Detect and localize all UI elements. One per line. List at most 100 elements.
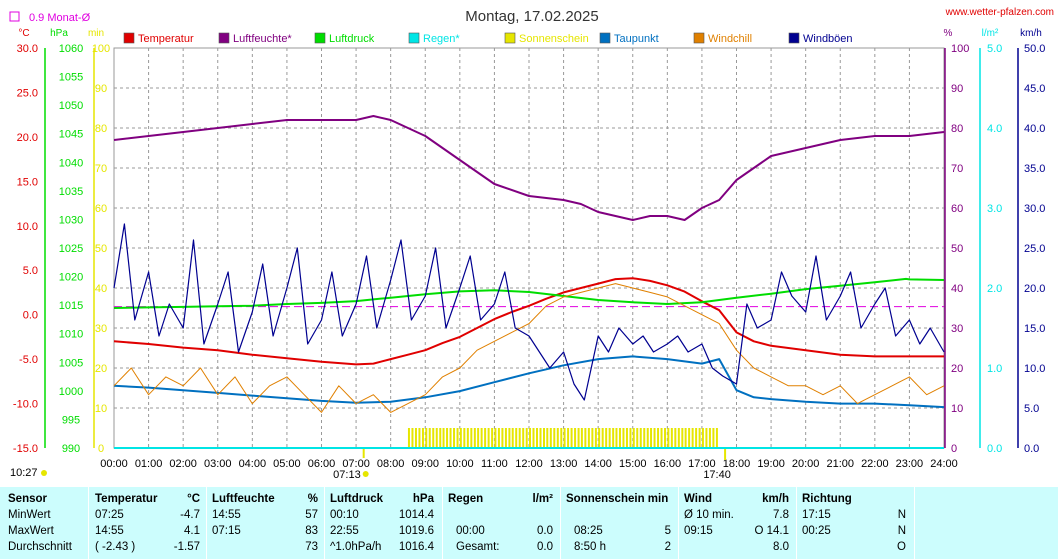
wind-tick: 15.0 <box>1024 323 1045 335</box>
sunshine-bar <box>515 428 518 448</box>
legend-label-humidity: Luftfeuchte* <box>233 33 292 45</box>
sunshine-bar <box>518 428 521 448</box>
series-line-windben <box>113 223 945 401</box>
sunshine-bar <box>494 428 497 448</box>
legend-label-pressure: Luftdruck <box>329 33 375 45</box>
sun-tick: 70 <box>95 163 107 175</box>
sunshine-bar <box>529 428 531 448</box>
sunshine-bar <box>491 428 494 448</box>
row-label: Sensor <box>8 493 47 505</box>
sunshine-bar <box>525 428 528 448</box>
pressure-tick: 1050 <box>59 100 83 112</box>
wind-unit: km/h <box>1020 28 1042 39</box>
sunshine-bar <box>459 428 462 448</box>
sunshine-bar <box>629 428 632 448</box>
sunshine-bar <box>560 428 563 448</box>
sunshine-bar <box>463 428 466 448</box>
sunshine-bar <box>553 428 556 448</box>
column-title: Luftdruck <box>330 493 384 505</box>
x-tick: 12:00 <box>515 458 543 470</box>
table-cell-value: 7.8 <box>773 509 789 521</box>
pressure-unit: hPa <box>50 28 68 39</box>
legend-label-gusts: Windböen <box>803 33 853 45</box>
legend-swatch-dewpoint <box>599 32 611 44</box>
legend-swatch-pressure <box>314 32 326 44</box>
sun-tick: 100 <box>92 43 110 55</box>
pressure-tick: 1030 <box>59 214 83 226</box>
sunshine-bar <box>695 428 698 448</box>
sunshine-bar <box>698 428 701 448</box>
sunshine-bar <box>453 428 456 448</box>
pressure-tick: 1020 <box>59 272 83 284</box>
column-title: Wind <box>684 493 712 505</box>
rain-tick: 2.0 <box>987 283 1002 295</box>
sun-tick: 80 <box>95 123 107 135</box>
sunshine-bar <box>618 428 621 448</box>
rain-tick: 5.0 <box>987 43 1002 55</box>
pressure-tick: 990 <box>62 443 80 455</box>
sunshine-bar <box>543 428 545 448</box>
table-cell-value: 8.0 <box>773 541 789 553</box>
legend-label-temperature: Temperatur <box>138 33 194 45</box>
table-cell-label: 07:15 <box>212 525 241 537</box>
column-unit: km/h <box>762 493 789 505</box>
series-line-luftfeuchte <box>113 115 945 221</box>
weather-chart: Montag, 17.02.2025 www.wetter-pfalzen.co… <box>9 7 1054 481</box>
sunshine-bar <box>608 428 611 448</box>
rain-unit: l/m² <box>982 28 999 39</box>
legend-label-dewpoint: Taupunkt <box>614 33 659 45</box>
legend-swatch-windchill <box>693 32 705 44</box>
column-title: Richtung <box>802 493 852 505</box>
sunshine-bar <box>587 428 590 448</box>
x-tick: 00:00 <box>100 458 128 470</box>
x-tick: 06:00 <box>308 458 336 470</box>
table-cell-value: 4.1 <box>184 525 200 537</box>
humidity-tick: 70 <box>951 163 963 175</box>
table-cell-label: 09:15 <box>684 525 713 537</box>
x-tick: 19:00 <box>757 458 785 470</box>
x-tick: 03:00 <box>204 458 232 470</box>
table-cell-label: 14:55 <box>95 525 124 537</box>
sunshine-bar <box>594 428 597 448</box>
sunshine-bar <box>539 428 542 448</box>
x-tick: 11:00 <box>481 458 508 470</box>
sunshine-bar <box>643 428 646 448</box>
sun-tick: 10 <box>95 403 107 415</box>
pressure-tick: 1000 <box>59 386 83 398</box>
table-cell-label: 17:15 <box>802 509 831 521</box>
x-tick: 17:00 <box>688 458 716 470</box>
x-tick: 09:00 <box>411 458 439 470</box>
sunshine-bar <box>567 428 570 448</box>
sunshine-bar <box>639 428 642 448</box>
site-link[interactable]: www.wetter-pfalzen.com <box>945 7 1054 18</box>
legend-label-windchill: Windchill <box>708 33 752 45</box>
legend-swatch-sunshine <box>504 32 516 44</box>
temp-tick: -15.0 <box>13 443 38 455</box>
row-label: MinWert <box>8 509 51 521</box>
x-tick: 24:00 <box>930 458 958 470</box>
humidity-tick: 30 <box>951 323 963 335</box>
humidity-tick: 50 <box>951 243 963 255</box>
temp-tick: 0.0 <box>23 310 38 322</box>
table-cell-value: 73 <box>305 541 318 553</box>
sunshine-bar <box>688 428 691 448</box>
table-cell-label: 00:00 <box>456 525 485 537</box>
wind-tick: 40.0 <box>1024 123 1045 135</box>
temp-tick: 30.0 <box>17 43 38 55</box>
column-title: Sonnenschein min <box>566 493 669 505</box>
pressure-tick: 1010 <box>59 329 83 341</box>
table-divider <box>88 487 89 559</box>
month-avg-label: 0.9 Monat-Ø <box>29 12 91 24</box>
sunshine-bar <box>670 428 673 448</box>
sunshine-bar <box>660 428 663 448</box>
table-cell-value: 0.0 <box>537 541 553 553</box>
sunshine-bar <box>584 428 587 448</box>
humidity-tick: 20 <box>951 363 963 375</box>
sun-tick: 90 <box>95 83 107 95</box>
humidity-tick: 100 <box>951 43 969 55</box>
sun-tick: 60 <box>95 203 107 215</box>
table-cell-value: -1.57 <box>173 541 200 553</box>
sunshine-bar <box>674 428 677 448</box>
x-tick: 14:00 <box>584 458 612 470</box>
column-unit: °C <box>187 493 200 505</box>
